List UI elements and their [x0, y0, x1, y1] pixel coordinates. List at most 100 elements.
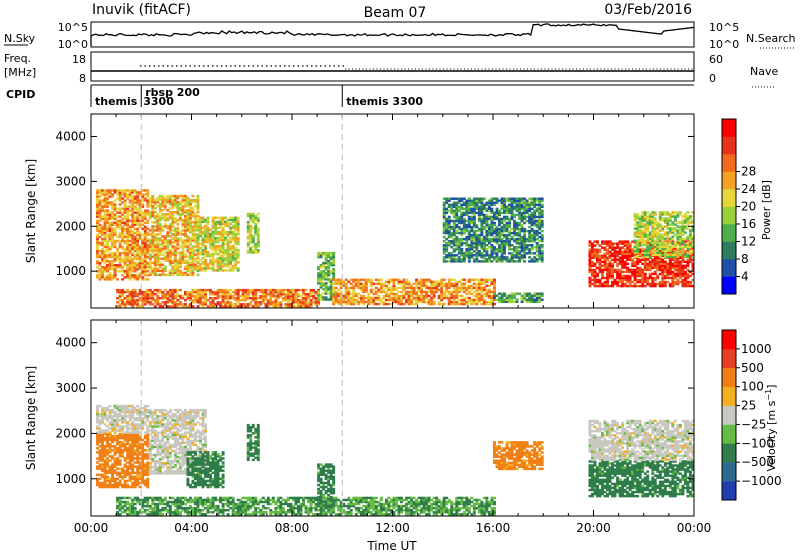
- range-time-cell: [520, 246, 524, 249]
- range-time-cell: [691, 284, 695, 288]
- range-time-cell: [480, 197, 484, 200]
- range-time-cell: [234, 288, 238, 292]
- range-time-cell: [307, 297, 310, 300]
- range-time-cell: [111, 221, 115, 224]
- range-time-cell: [535, 254, 539, 257]
- range-time-cell: [666, 270, 670, 274]
- range-time-cell: [425, 286, 429, 290]
- range-time-cell: [440, 294, 444, 298]
- range-time-cell: [98, 215, 102, 218]
- range-time-cell: [244, 305, 248, 308]
- range-time-cell: [133, 217, 137, 220]
- range-time-cell: [216, 257, 220, 260]
- range-time-cell: [111, 195, 115, 198]
- range-time-cell: [646, 278, 650, 282]
- range-time-cell: [188, 247, 192, 250]
- range-time-cell: [201, 267, 205, 270]
- range-time-cell: [141, 205, 145, 208]
- range-time-cell: [485, 223, 489, 227]
- range-time-cell: [133, 199, 137, 202]
- range-time-cell: [472, 223, 476, 227]
- range-time-cell: [535, 296, 539, 299]
- range-time-cell: [352, 300, 356, 304]
- range-time-cell: [123, 253, 127, 257]
- range-time-cell: [138, 219, 142, 222]
- range-time-cell: [523, 239, 527, 243]
- range-time-cell: [141, 257, 145, 261]
- range-time-cell: [538, 203, 542, 207]
- range-time-cell: [103, 237, 107, 241]
- range-time-cell: [196, 238, 200, 242]
- range-time-cell: [271, 288, 275, 292]
- range-time-cell: [656, 223, 660, 226]
- range-time-cell: [194, 204, 197, 208]
- range-time-cell: [163, 294, 167, 298]
- range-time-cell: [108, 276, 112, 279]
- range-time-cell: [628, 250, 632, 253]
- range-time-cell: [683, 260, 687, 264]
- range-time-cell: [141, 237, 145, 241]
- range-time-cell: [648, 219, 652, 222]
- range-time-cell: [181, 243, 185, 246]
- range-time-cell: [191, 263, 195, 266]
- range-time-cell: [513, 231, 517, 235]
- range-time-cell: [482, 227, 486, 231]
- range-time-cell: [364, 284, 368, 288]
- range-time-cell: [116, 197, 120, 200]
- range-time-cell: [377, 290, 381, 294]
- range-time-cell: [219, 218, 223, 222]
- range-time-cell: [111, 217, 115, 220]
- range-time-cell: [166, 227, 170, 230]
- range-time-cell: [204, 230, 207, 234]
- range-time-cell: [131, 290, 135, 294]
- range-time-cell: [196, 194, 200, 198]
- range-time-cell: [691, 262, 695, 266]
- range-time-cell: [261, 301, 265, 304]
- range-time-cell: [678, 268, 682, 272]
- range-time-cell: [683, 272, 687, 276]
- range-time-cell: [181, 194, 185, 198]
- range-time-cell: [487, 217, 491, 221]
- range-time-cell: [631, 258, 635, 262]
- range-time-cell: [505, 296, 509, 299]
- range-time-cell: [194, 297, 197, 300]
- range-time-cell: [141, 189, 145, 192]
- range-time-cell: [101, 229, 104, 233]
- range-time-cell: [673, 260, 677, 264]
- range-time-cell: [108, 237, 112, 241]
- range-time-cell: [191, 288, 195, 292]
- range-time-cell: [199, 224, 202, 228]
- range-time-cell: [98, 225, 102, 229]
- range-time-cell: [505, 235, 509, 239]
- range-time-cell: [133, 219, 137, 222]
- range-time-cell: [590, 246, 594, 249]
- range-time-cell: [633, 270, 637, 274]
- range-time-cell: [211, 224, 215, 228]
- range-time-cell: [493, 248, 496, 251]
- range-time-cell: [292, 301, 295, 304]
- range-time-cell: [455, 237, 459, 241]
- range-time-cell: [643, 225, 647, 228]
- range-time-cell: [503, 227, 506, 231]
- range-time-cell: [163, 297, 167, 300]
- range-time-cell: [653, 217, 657, 220]
- range-time-cell: [621, 278, 625, 282]
- range-time-cell: [613, 282, 617, 286]
- range-time-cell: [156, 261, 160, 264]
- range-time-cell: [121, 270, 125, 273]
- range-time-cell: [503, 215, 506, 219]
- range-time-cell: [636, 215, 640, 218]
- range-time-cell: [178, 219, 182, 222]
- range-time-cell: [369, 298, 373, 302]
- range-time-cell: [201, 216, 205, 220]
- range-time-cell: [123, 272, 127, 275]
- range-time-cell: [199, 269, 202, 272]
- range-time-cell: [508, 239, 511, 243]
- range-time-cell: [297, 301, 300, 304]
- range-time-cell: [324, 272, 328, 275]
- range-time-cell: [528, 201, 532, 204]
- range-time-cell: [603, 280, 607, 284]
- range-time-cell: [183, 273, 187, 277]
- range-time-cell: [359, 296, 363, 300]
- range-time-cell: [457, 197, 461, 200]
